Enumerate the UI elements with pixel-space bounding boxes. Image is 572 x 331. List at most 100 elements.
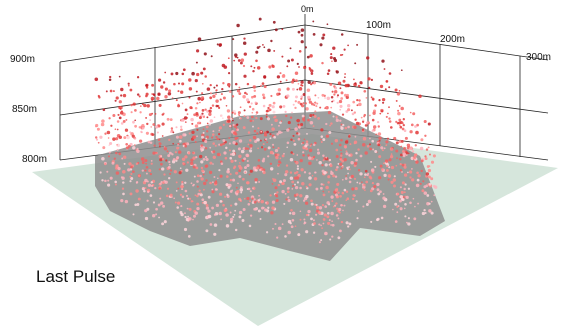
lidar-point [236,128,240,132]
lidar-point [237,59,241,62]
lidar-point [339,195,342,198]
lidar-point [200,177,204,181]
lidar-point [314,110,317,113]
lidar-point [396,211,399,214]
lidar-point [258,17,262,21]
lidar-point [209,146,212,149]
lidar-point [188,207,192,211]
lidar-point [315,213,318,216]
lidar-point [173,170,177,174]
lidar-point [120,94,123,97]
lidar-point [238,210,243,215]
lidar-point [310,72,314,75]
lidar-point [184,108,188,112]
lidar-point [219,143,223,147]
lidar-point [213,232,217,236]
lidar-point [276,191,279,194]
lidar-point [227,71,231,75]
lidar-point [307,209,311,214]
lidar-point [280,131,283,134]
lidar-point [205,206,210,210]
lidar-point [236,123,239,126]
lidar-point [216,43,219,46]
lidar-point [271,127,275,131]
lidar-point [144,159,148,163]
lidar-point [249,149,253,153]
lidar-point [339,119,342,122]
lidar-point [372,148,375,151]
lidar-point [320,128,324,132]
lidar-point [174,201,177,204]
lidar-point [330,96,334,99]
lidar-point [401,122,404,125]
lidar-point [320,135,324,138]
lidar-point [286,87,290,91]
lidar-point [371,129,374,132]
lidar-point [271,105,275,109]
lidar-point [287,186,290,190]
lidar-point [251,107,255,111]
lidar-point [348,168,351,171]
lidar-point [148,169,152,173]
lidar-point [227,82,231,87]
lidar-point [137,174,141,177]
lidar-point [135,181,138,184]
lidar-point [202,116,205,119]
lidar-point [313,177,318,181]
lidar-point [284,235,287,238]
lidar-point [132,120,135,124]
lidar-point [409,111,412,114]
lidar-point [146,180,149,183]
lidar-point [244,166,247,170]
lidar-point [213,213,217,216]
lidar-point [223,151,227,155]
lidar-point [122,170,126,174]
lidar-point [365,97,368,99]
lidar-point [255,111,259,114]
lidar-point [216,137,219,141]
lidar-point [114,183,117,186]
lidar-point [277,172,279,175]
lidar-point [295,176,300,180]
lidar-point [287,196,290,199]
lidar-point [150,126,153,128]
lidar-point [219,98,222,101]
lidar-point [242,126,246,130]
lidar-point [204,75,207,78]
lidar-point [232,178,236,182]
lidar-point [185,142,187,144]
lidar-point [343,204,346,207]
lidar-point [161,135,164,137]
lidar-point [215,104,219,108]
lidar-point [200,160,204,164]
lidar-point [335,118,339,123]
lidar-point [329,238,332,241]
lidar-point [339,108,342,111]
lidar-point [118,135,123,140]
lidar-point [403,146,407,150]
lidar-point [430,200,433,203]
lidar-point [134,119,137,122]
lidar-point [178,171,182,175]
lidar-point [297,137,301,141]
lidar-point [343,144,348,149]
lidar-point [229,211,232,214]
lidar-point [395,120,398,123]
lidar-point [292,152,295,155]
lidar-point [401,170,403,173]
lidar-point [343,157,347,162]
lidar-point [340,203,343,207]
lidar-point [320,138,322,141]
lidar-point [127,84,130,87]
lidar-point [269,162,273,166]
lidar-point [196,102,199,105]
lidar-point [266,130,269,134]
lidar-point [297,30,301,34]
lidar-point [395,99,398,102]
lidar-point [219,200,223,203]
lidar-point [353,125,357,130]
lidar-point [345,150,348,153]
lidar-point [243,37,246,40]
lidar-point [386,165,389,168]
lidar-point [134,124,137,128]
